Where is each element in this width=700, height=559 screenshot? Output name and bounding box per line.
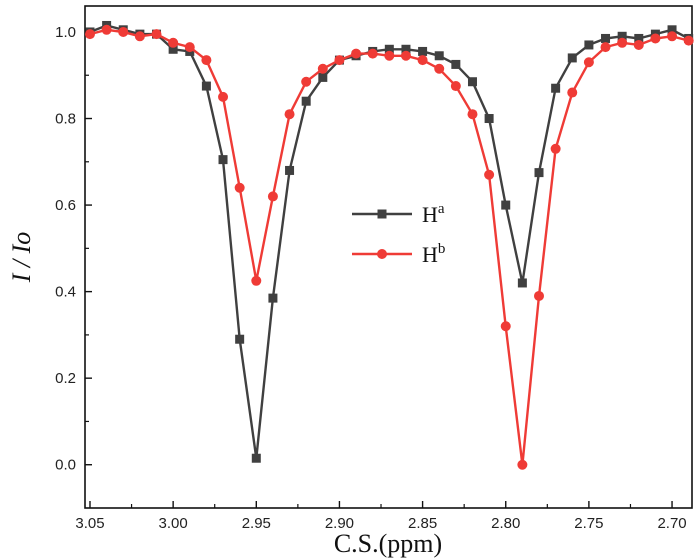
data-point [584,40,594,50]
data-point [467,77,477,87]
y-tick-label: 0.4 [55,284,76,301]
data-point [451,59,461,69]
legend-label-superscript: a [438,201,445,217]
legend-item: Hb [352,241,445,267]
legend-label: Hb [422,241,445,267]
data-point [484,114,494,124]
data-point [551,83,561,93]
data-point [434,51,444,61]
legend-item: Ha [352,201,445,227]
x-tick-label: 2.85 [408,515,437,532]
legend-label: Ha [422,201,445,227]
data-point [617,31,627,41]
data-point [218,155,228,165]
y-tick-label: 0.2 [55,370,76,387]
data-point [567,53,577,63]
data-point [168,37,179,48]
data-point [401,44,411,54]
legend-marker [377,249,387,259]
data-point [251,453,261,463]
data-point [500,321,511,332]
data-point [667,25,677,35]
data-point [134,31,145,42]
x-tick-label: 2.70 [657,515,686,532]
data-point [517,459,528,470]
series-h-b [84,24,694,470]
data-point [168,44,178,54]
data-point [351,48,362,59]
y-tick-label: 1.0 [55,24,76,41]
x-tick-label: 2.95 [242,515,271,532]
data-point [650,33,661,44]
data-point [367,48,378,59]
data-point [633,39,644,50]
y-axis-title: I / Io [7,232,36,284]
y-tick-label: 0.8 [55,111,76,128]
data-point [284,109,295,120]
y-tick-label: 0.6 [55,197,76,214]
data-point [484,169,495,180]
data-point [301,96,311,106]
x-tick-label: 3.00 [159,515,188,532]
data-point [550,143,561,154]
data-point [467,109,478,120]
data-point [583,57,594,68]
data-point [418,46,428,56]
data-point [251,275,262,286]
data-point [501,200,511,210]
data-point [184,42,195,53]
data-point [634,33,644,43]
data-point [318,72,328,82]
data-point [600,42,611,53]
data-point [667,31,678,42]
x-tick-label: 2.75 [574,515,603,532]
plot-frame [84,5,693,509]
data-point [201,55,212,66]
data-point [517,278,527,288]
data-point [567,87,578,98]
data-point [267,191,278,202]
data-point [285,165,295,175]
ticks-layer: 3.05 3.00 2.95 2.90 2.85 2.80 2.75 2.70 0.0 0.2 0.… [55,24,687,532]
data-point [101,24,112,35]
legend-label-superscript: b [438,241,446,257]
data-point [201,81,211,91]
data-point [683,35,694,46]
data-point [434,63,445,74]
series-h-a [85,20,694,463]
data-point [334,55,345,66]
y-tick-label: 0.0 [55,457,76,474]
data-point [384,44,394,54]
data-point [118,26,129,37]
data-point [417,55,428,66]
data-point [384,50,395,61]
data-point [151,29,162,40]
legend-label-base: H [422,202,438,227]
data-point [534,168,544,178]
data-point [235,334,245,344]
x-tick-label: 2.80 [491,515,520,532]
x-tick-label: 2.90 [325,515,354,532]
data-point [218,91,229,102]
series-line [89,28,689,466]
data-point [268,293,278,303]
x-tick-label: 3.05 [75,515,104,532]
series-line [89,24,690,460]
data-point [617,37,628,48]
data-point [317,63,328,74]
series-layer [84,20,694,470]
legend-marker [377,209,387,219]
x-axis-title: C.S.(ppm) [334,529,442,558]
data-point [534,290,545,301]
data-point [234,182,245,193]
data-point [84,29,95,40]
data-point [450,81,461,92]
data-point [601,33,611,43]
legend-label-base: H [422,242,438,267]
data-point [400,50,411,61]
data-point [301,76,312,87]
